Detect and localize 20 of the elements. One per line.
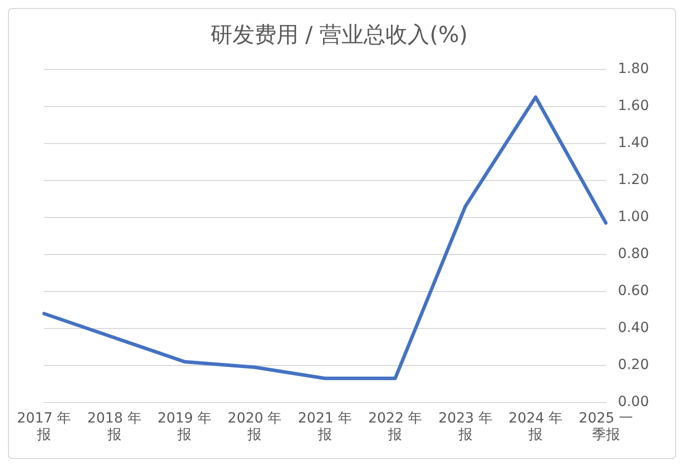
x-tick-label: 2023 年报 [438, 410, 492, 444]
y-tick-label: 0.20 [618, 357, 649, 374]
y-tick-label: 0.60 [618, 283, 649, 300]
x-tick-label: 2024 年报 [508, 410, 563, 444]
x-tick-label: 2022 年报 [368, 410, 422, 444]
x-tick-label: 2017 年报 [16, 410, 72, 444]
x-tick-label: 2020 年报 [228, 410, 282, 444]
y-tick-label: 1.40 [618, 135, 649, 152]
y-tick-label: 1.00 [618, 209, 649, 226]
chart-title: 研发费用 / 营业总收入(%) [210, 22, 468, 48]
y-tick-label: 1.60 [618, 98, 649, 114]
x-tick-label: 2019 年报 [157, 410, 212, 444]
x-tick-label: 2021 年报 [298, 410, 352, 444]
y-tick-label: 0.40 [618, 320, 649, 336]
y-tick-label: 0.00 [618, 394, 649, 410]
y-tick-label: 1.20 [618, 172, 649, 188]
x-tick-label: 2018 年报 [87, 410, 142, 444]
y-tick-label: 1.80 [618, 61, 649, 78]
y-tick-label: 0.80 [618, 246, 649, 262]
x-tick-label: 2025 一季报 [578, 410, 633, 444]
